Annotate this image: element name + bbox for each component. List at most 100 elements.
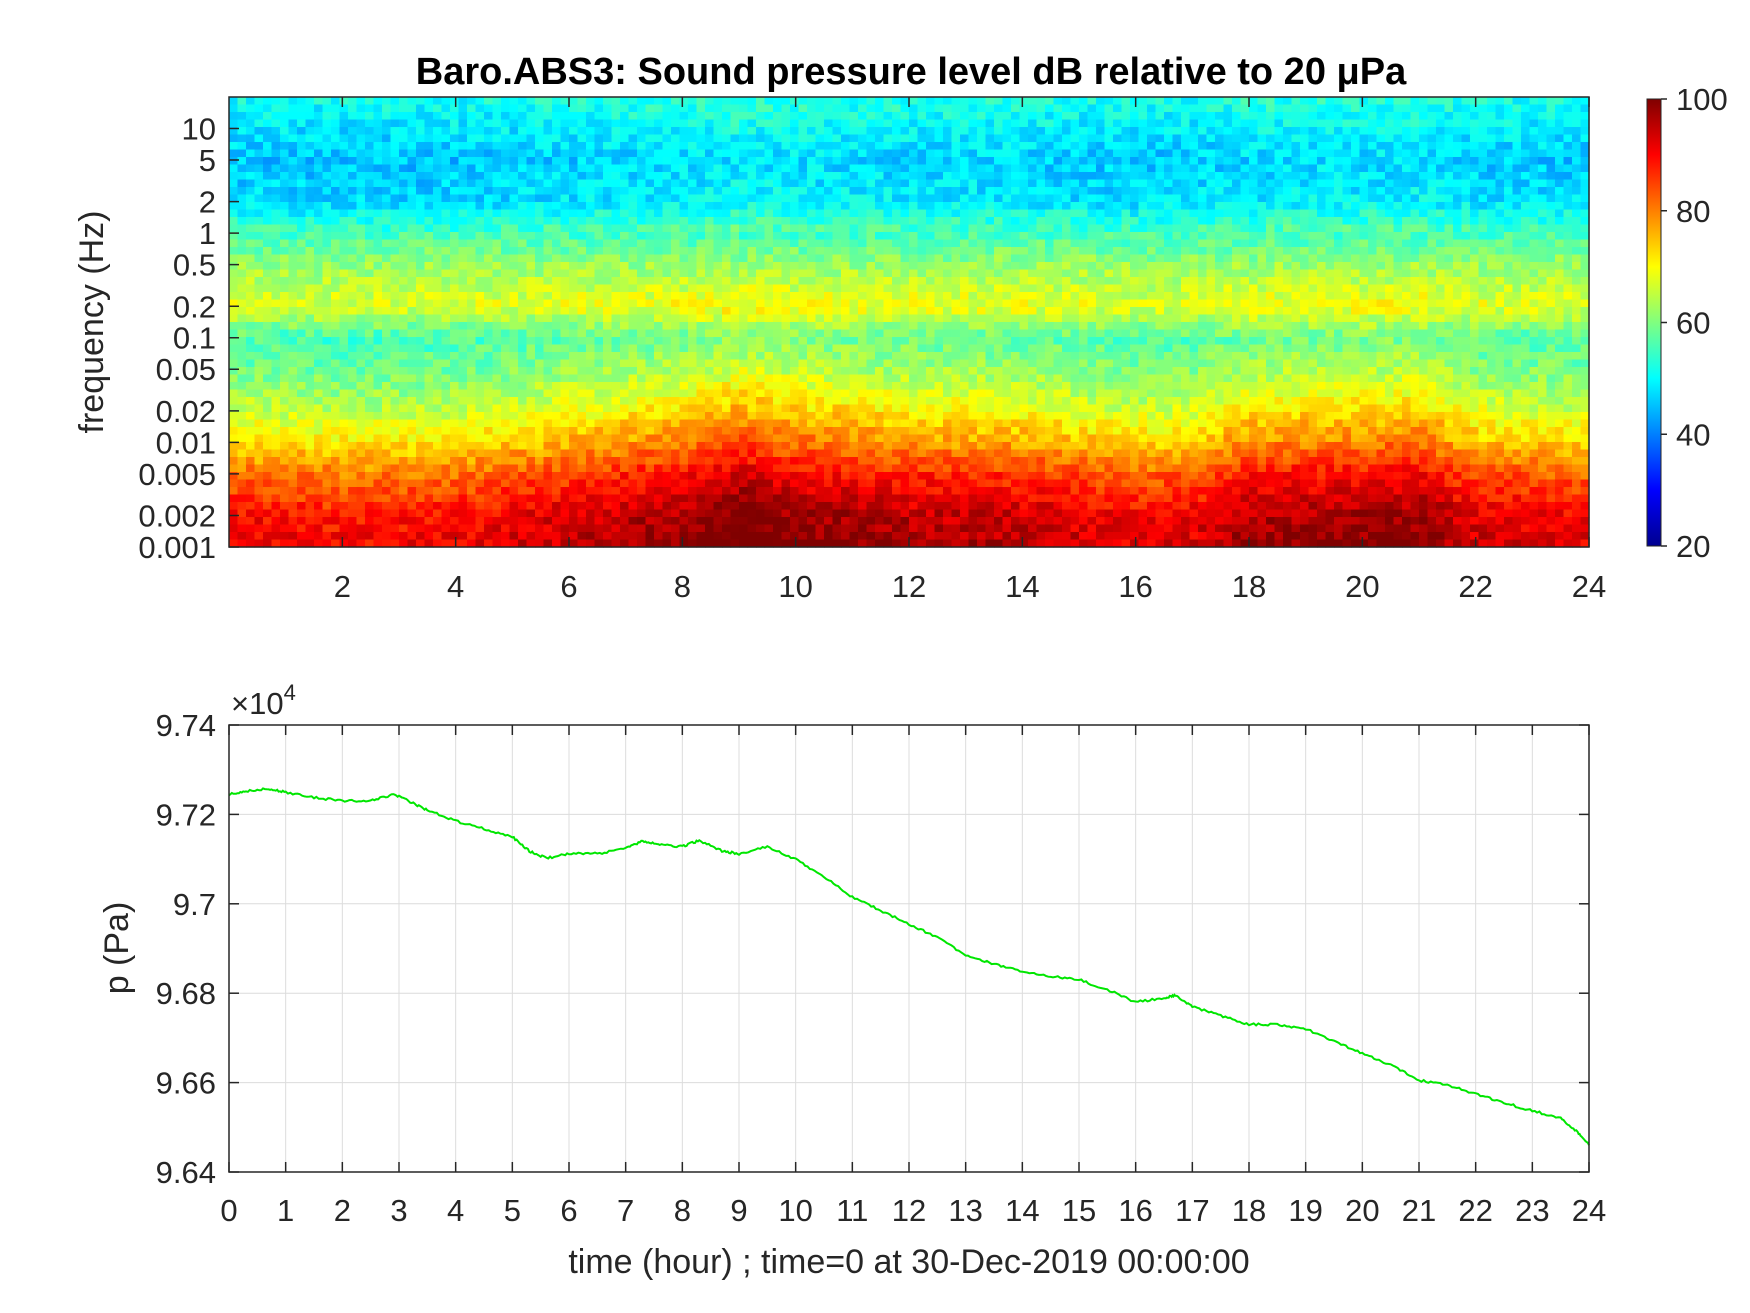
- spectrogram-cell: [756, 487, 766, 496]
- spectrogram-cell: [288, 344, 298, 353]
- spectrogram-cell: [399, 389, 409, 398]
- spectrogram-cell: [509, 449, 519, 458]
- spectrogram-cell: [866, 292, 876, 301]
- spectrogram-cell: [526, 487, 536, 496]
- spectrogram-cell: [586, 202, 596, 211]
- spectrogram-cell: [390, 374, 400, 383]
- spectrogram-cell: [552, 472, 562, 481]
- spectrogram-cell: [815, 367, 825, 376]
- spectrogram-cell: [747, 104, 757, 113]
- spectrogram-cell: [305, 202, 315, 211]
- spectrogram-cell: [739, 352, 749, 361]
- spectrogram-cell: [407, 359, 417, 368]
- spectrogram-cell: [441, 134, 451, 143]
- spectrogram-cell: [271, 539, 281, 548]
- spectrogram-cell: [348, 104, 358, 113]
- spectrogram-cell: [807, 224, 817, 233]
- spectrogram-cell: [611, 494, 621, 503]
- spectrogram-cell: [407, 539, 417, 548]
- spectrogram-cell: [271, 142, 281, 151]
- spectrogram-cell: [458, 254, 468, 263]
- spectrogram-cell: [365, 239, 375, 248]
- spectrogram-cell: [365, 524, 375, 533]
- spectrogram-cell: [900, 472, 910, 481]
- spectrogram-cell: [892, 202, 902, 211]
- spectrogram-cell: [348, 412, 358, 421]
- spectrogram-cell: [586, 412, 596, 421]
- spectrogram-cell: [246, 397, 256, 406]
- spectrogram-cell: [271, 472, 281, 481]
- spectrogram-cell: [237, 427, 247, 436]
- spectrogram-cell: [331, 202, 341, 211]
- spectrogram-cell: [569, 299, 579, 308]
- spectrogram-cell: [875, 427, 885, 436]
- spectrogram-cell: [849, 457, 859, 466]
- spectrogram-cell: [254, 247, 264, 256]
- spectrogram-cell: [356, 389, 366, 398]
- spectrogram-cell: [637, 262, 647, 271]
- spectrogram-cell: [535, 112, 545, 121]
- spectrogram-cell: [373, 374, 383, 383]
- spectrogram-cell: [824, 254, 834, 263]
- spectrogram-cell: [671, 389, 681, 398]
- spectrogram-cell: [475, 539, 485, 548]
- spectrogram-cell: [424, 194, 434, 203]
- spectrogram-cell: [467, 269, 477, 278]
- spectrogram-cell: [237, 179, 247, 188]
- spectrogram-cell: [526, 494, 536, 503]
- spectrogram-cell: [858, 314, 868, 323]
- spectrogram-cell: [603, 442, 613, 451]
- spectrogram-cell: [501, 172, 511, 181]
- spectrogram-cell: [237, 232, 247, 241]
- spectrogram-cell: [756, 472, 766, 481]
- spectrogram-cell: [866, 157, 876, 166]
- spectrogram-cell: [552, 464, 562, 473]
- spectrogram-cell: [858, 322, 868, 331]
- spectrogram-cell: [560, 449, 570, 458]
- spectrogram-cell: [416, 359, 426, 368]
- spectrogram-cell: [637, 352, 647, 361]
- spectrogram-cell: [373, 127, 383, 136]
- spectrogram-cell: [305, 509, 315, 518]
- spectrogram-cell: [407, 164, 417, 173]
- spectrogram-cell: [526, 164, 536, 173]
- spectrogram-cell: [824, 97, 834, 106]
- spectrogram-cell: [416, 472, 426, 481]
- spectrogram-cell: [535, 472, 545, 481]
- spectrogram-cell: [713, 217, 723, 226]
- spectrogram-cell: [433, 322, 443, 331]
- spectrogram-cell: [535, 404, 545, 413]
- spectrogram-cell: [263, 127, 273, 136]
- spectrogram-cell: [399, 487, 409, 496]
- spectrogram-cell: [467, 134, 477, 143]
- spectrogram-cell: [526, 374, 536, 383]
- spectrogram-cell: [654, 104, 664, 113]
- spectrogram-cell: [416, 374, 426, 383]
- spectrogram-cell: [849, 209, 859, 218]
- spectrogram-cell: [552, 202, 562, 211]
- spectrogram-cell: [433, 247, 443, 256]
- spectrogram-cell: [433, 464, 443, 473]
- spectrogram-cell: [229, 164, 239, 173]
- spectrogram-cell: [824, 464, 834, 473]
- spectrogram-cell: [467, 337, 477, 346]
- spectrogram-cell: [254, 479, 264, 488]
- spectrogram-cell: [909, 142, 919, 151]
- spectrogram-cell: [824, 479, 834, 488]
- spectrogram-cell: [271, 187, 281, 196]
- spectrogram-cell: [858, 389, 868, 398]
- spectrogram-cell: [416, 142, 426, 151]
- spectrogram-cell: [229, 217, 239, 226]
- spectrogram-cell: [662, 284, 672, 293]
- spectrogram-cell: [790, 352, 800, 361]
- spectrogram-cell: [832, 142, 842, 151]
- spectrogram-cell: [356, 539, 366, 548]
- spectrogram-cell: [756, 97, 766, 106]
- spectrogram-cell: [467, 374, 477, 383]
- spectrogram-cell: [356, 434, 366, 443]
- spectrogram-cell: [909, 164, 919, 173]
- spectrogram-cell: [781, 359, 791, 368]
- spectrogram-cell: [356, 179, 366, 188]
- spectrogram-cell: [756, 389, 766, 398]
- spectrogram-cell: [237, 262, 247, 271]
